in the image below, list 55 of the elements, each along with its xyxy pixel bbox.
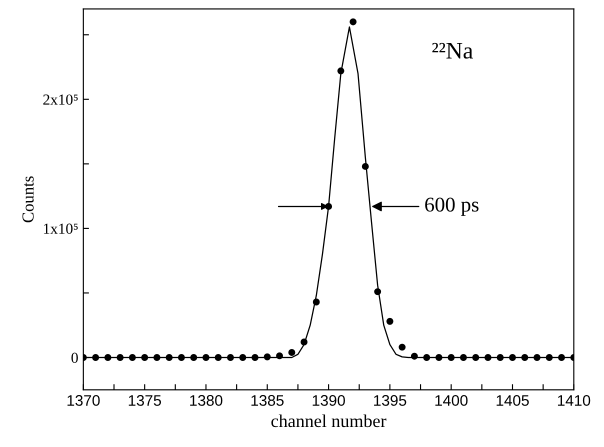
point (509, 354, 516, 361)
x-axis-title: channel number (271, 414, 386, 428)
point (276, 352, 284, 360)
point (521, 354, 528, 361)
point (288, 349, 296, 356)
point (202, 354, 210, 361)
x-tick-label: 1370 (68, 395, 100, 406)
point (435, 354, 442, 361)
x-tick-label: 1375 (128, 395, 162, 406)
x-tick-label: 1390 (312, 395, 345, 406)
x-tick-label: 1405 (496, 395, 529, 406)
point (472, 354, 480, 361)
point (214, 354, 222, 361)
point (92, 354, 100, 361)
point (312, 298, 320, 306)
point (496, 354, 504, 361)
point (227, 354, 234, 361)
point (374, 288, 382, 296)
point (484, 354, 492, 361)
point (398, 344, 406, 351)
y-tick-label: 2x10⁵ (43, 94, 78, 105)
point (300, 338, 308, 346)
point (362, 162, 369, 170)
point (104, 354, 112, 361)
point (153, 354, 160, 361)
x-tick-label: 1400 (435, 395, 468, 406)
x-tick-label: 1380 (190, 395, 222, 406)
x-tick-label: 1395 (374, 395, 406, 406)
y-tick-label: 0 (71, 352, 78, 363)
point (264, 353, 271, 360)
point (337, 67, 344, 74)
point (386, 318, 394, 325)
point (166, 354, 173, 361)
annotation: 600 ps (425, 198, 478, 216)
point (190, 354, 198, 361)
point (178, 354, 185, 361)
point (558, 354, 566, 361)
point (448, 354, 455, 361)
point (460, 354, 467, 361)
annotation: ²²Na (432, 42, 473, 59)
x-tick-label: 1410 (558, 395, 590, 406)
x-tick-label: 1385 (251, 395, 284, 406)
point (128, 354, 136, 361)
point (546, 354, 553, 361)
point (423, 354, 430, 361)
point (116, 354, 124, 361)
point (141, 354, 148, 361)
point (534, 354, 540, 361)
point (325, 202, 332, 210)
y-tick-label: 1x10⁵ (44, 224, 78, 234)
y-axis-title: Counts (22, 176, 34, 222)
point (252, 354, 258, 361)
point (350, 18, 357, 26)
point (239, 354, 246, 361)
point (410, 352, 418, 360)
